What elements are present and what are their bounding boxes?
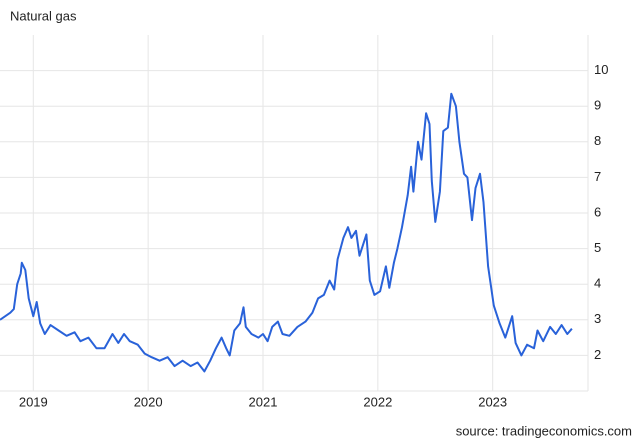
x-tick-label: 2020 <box>134 394 163 409</box>
y-tick-label: 5 <box>594 240 601 255</box>
y-tick-label: 7 <box>594 169 601 184</box>
source: source: tradingeconomics.com <box>456 423 632 438</box>
chart-title: Natural gas <box>10 8 77 23</box>
y-tick-label: 4 <box>594 276 601 291</box>
y-tick-label: 3 <box>594 311 601 326</box>
data-line <box>0 92 573 373</box>
y-tick-label: 9 <box>594 98 601 113</box>
y-tick-label: 2 <box>594 347 601 362</box>
x-tick-label: 2019 <box>19 394 48 409</box>
y-tick-label: 8 <box>594 133 601 148</box>
x-tick-label: 2021 <box>249 394 278 409</box>
y-tick-label: 10 <box>594 62 608 77</box>
y-tick-label: 6 <box>594 204 601 219</box>
x-tick-label: 2023 <box>478 394 507 409</box>
x-tick-label: 2022 <box>363 394 392 409</box>
